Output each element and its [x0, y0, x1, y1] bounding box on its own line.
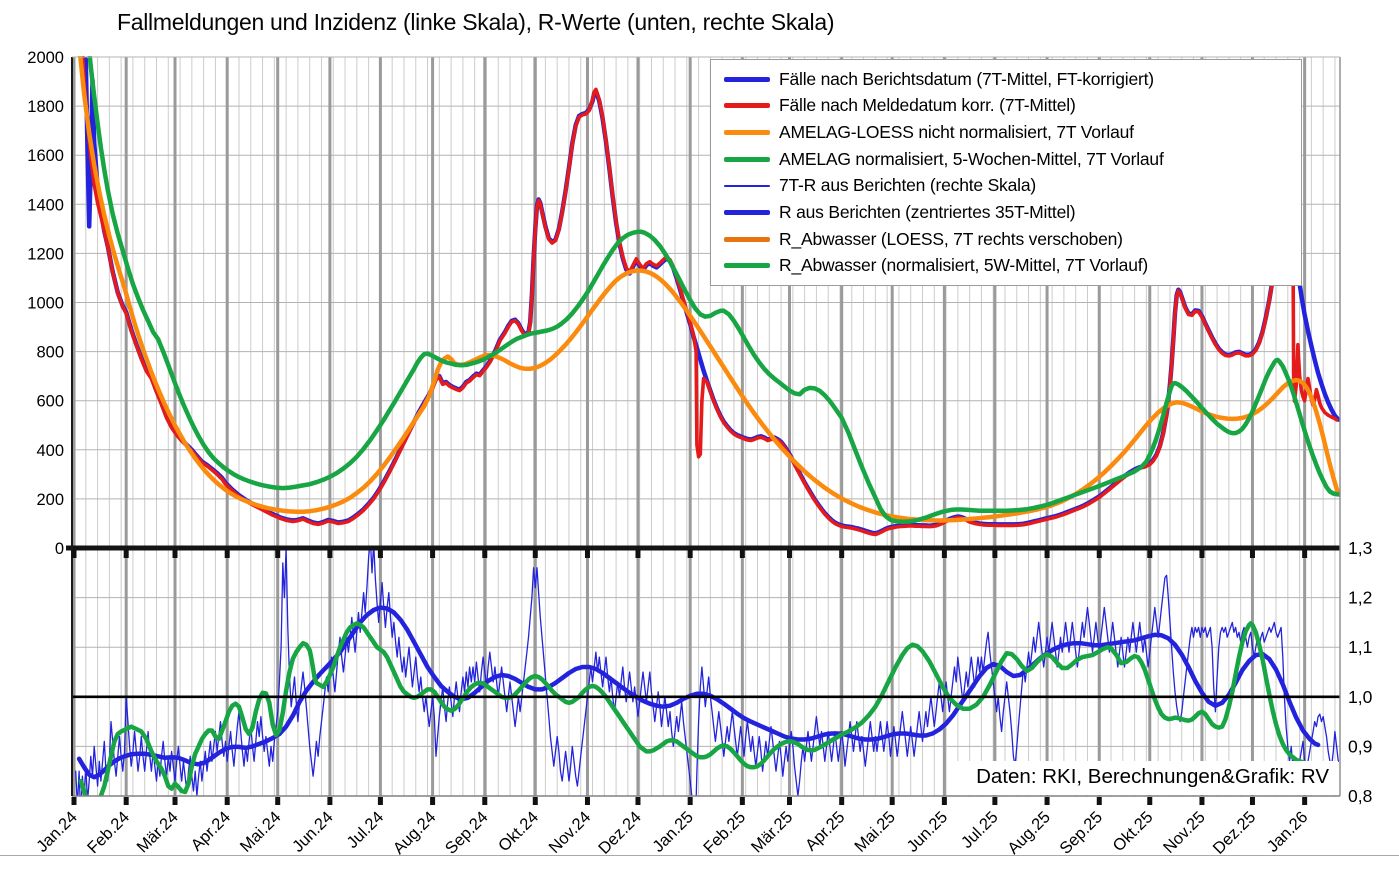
y-left-tick-label: 400 [36, 442, 64, 460]
x-tick-label: Aug.25 [1004, 808, 1054, 858]
legend-item-faelle-berichtsdatum: Fälle nach Berichtsdatum (7T-Mittel, FT-… [724, 67, 1301, 91]
y-left-tick-label: 800 [36, 344, 64, 362]
y-right-tick-label: 1,2 [1348, 588, 1372, 608]
legend-item-amelag-loess: AMELAG-LOESS nicht normalisiert, 7T Vorl… [724, 121, 1301, 145]
legend-label: Fälle nach Meldedatum korr. (7T-Mittel) [779, 95, 1076, 116]
x-tick-label: Dez.25 [1210, 808, 1260, 858]
line-swatch-orange-icon [724, 130, 770, 136]
series-r-abwasser-norm [78, 621, 1316, 796]
x-tick-label: Mär.24 [133, 808, 181, 856]
y-left-tick-label: 600 [36, 393, 64, 411]
x-tick-label: Mai.24 [237, 808, 285, 856]
line-swatch-green-icon [724, 263, 770, 269]
x-tick-label: Aug.24 [390, 808, 440, 858]
y-left-tick-label: 1000 [27, 295, 64, 313]
legend-label: AMELAG-LOESS nicht normalisiert, 7T Vorl… [779, 122, 1134, 143]
x-tick-label: Jan.26 [1264, 808, 1312, 856]
x-tick-label: Jul.24 [343, 808, 387, 852]
line-swatch-blue-thick-icon [724, 76, 770, 82]
legend: Fälle nach Berichtsdatum (7T-Mittel, FT-… [710, 59, 1302, 286]
legend-item-r-abwasser-normalisiert: R_Abwasser (normalisiert, 5W-Mittel, 7T … [724, 254, 1301, 278]
y-right-tick-label: 1,0 [1348, 687, 1373, 707]
y-right-tick-label: 1,3 [1348, 538, 1372, 558]
x-tick-label: Feb.24 [84, 808, 133, 857]
legend-item-7t-r: 7T-R aus Berichten (rechte Skala) [724, 174, 1301, 198]
chart-title: Fallmeldungen und Inzidenz (linke Skala)… [117, 9, 835, 35]
x-tick-label: Okt.25 [1109, 808, 1156, 855]
x-tick-label: Jun.24 [289, 808, 337, 856]
legend-label: 7T-R aus Berichten (rechte Skala) [779, 175, 1036, 196]
line-swatch-orange-dark-icon [724, 236, 770, 242]
x-tick-label: Apr.25 [802, 808, 848, 854]
line-swatch-green-icon [724, 156, 770, 162]
series-r7t [75, 549, 1339, 796]
legend-item-r-berichte: R aus Berichten (zentriertes 35T-Mittel) [724, 200, 1301, 224]
x-tick-label: Jun.25 [903, 808, 951, 856]
legend-item-r-abwasser-loess: R_Abwasser (LOESS, 7T rechts verschoben) [724, 227, 1301, 251]
y-right-tick-label: 1,1 [1348, 637, 1372, 657]
x-tick-label: Jul.25 [958, 808, 1002, 852]
x-tick-label: Jan.25 [649, 808, 697, 856]
x-tick-label: Sep.24 [442, 808, 492, 858]
axes [66, 56, 1341, 805]
y-left-tick-label: 1400 [27, 196, 64, 214]
y-left-tick-label: 2000 [27, 49, 64, 67]
x-tick-label: Mai.25 [851, 808, 899, 856]
legend-label: R_Abwasser (normalisiert, 5W-Mittel, 7T … [779, 255, 1149, 276]
x-tick-label: Mär.25 [748, 808, 796, 856]
x-tick-label: Jan.24 [33, 808, 81, 856]
y-right-tick-label: 0,8 [1348, 786, 1372, 806]
legend-label: R_Abwasser (LOESS, 7T rechts verschoben) [779, 228, 1123, 249]
y-left-tick-label: 1600 [27, 147, 64, 165]
y-left-tick-label: 1200 [27, 245, 64, 263]
y-left-tick-label: 1800 [27, 98, 64, 116]
data-source-note: Daten: RKI, Berechnungen&Grafik: RV [966, 763, 1335, 792]
series-faelle-melde [80, 56, 1339, 537]
x-tick-label: Apr.24 [188, 808, 234, 854]
line-swatch-blue-thick-icon [724, 209, 770, 215]
legend-label: R aus Berichten (zentriertes 35T-Mittel) [779, 201, 1076, 222]
series-amelag-norm [87, 56, 1340, 524]
line-swatch-blue-thin-icon [724, 184, 770, 187]
x-tick-label: Okt.24 [495, 808, 542, 855]
x-tick-label: Feb.25 [700, 808, 749, 857]
bottom-divider [0, 855, 1399, 856]
line-swatch-red-icon [724, 103, 770, 109]
x-tick-label: Sep.25 [1056, 808, 1106, 858]
legend-label: Fälle nach Berichtsdatum (7T-Mittel, FT-… [779, 68, 1154, 89]
x-tick-label: Nov.25 [1160, 808, 1209, 857]
y-right-tick-label: 0,9 [1348, 736, 1372, 756]
y-left-tick-label: 0 [55, 540, 64, 558]
x-tick-label: Dez.24 [595, 808, 645, 858]
legend-item-amelag-normalisiert: AMELAG normalisiert, 5-Wochen-Mittel, 7T… [724, 147, 1301, 171]
legend-label: AMELAG normalisiert, 5-Wochen-Mittel, 7T… [779, 148, 1164, 169]
x-tick-label: Nov.24 [545, 808, 594, 857]
series-r35t [76, 605, 1321, 780]
y-left-tick-label: 200 [36, 491, 64, 509]
legend-item-faelle-meldedatum: Fälle nach Meldedatum korr. (7T-Mittel) [724, 94, 1301, 118]
